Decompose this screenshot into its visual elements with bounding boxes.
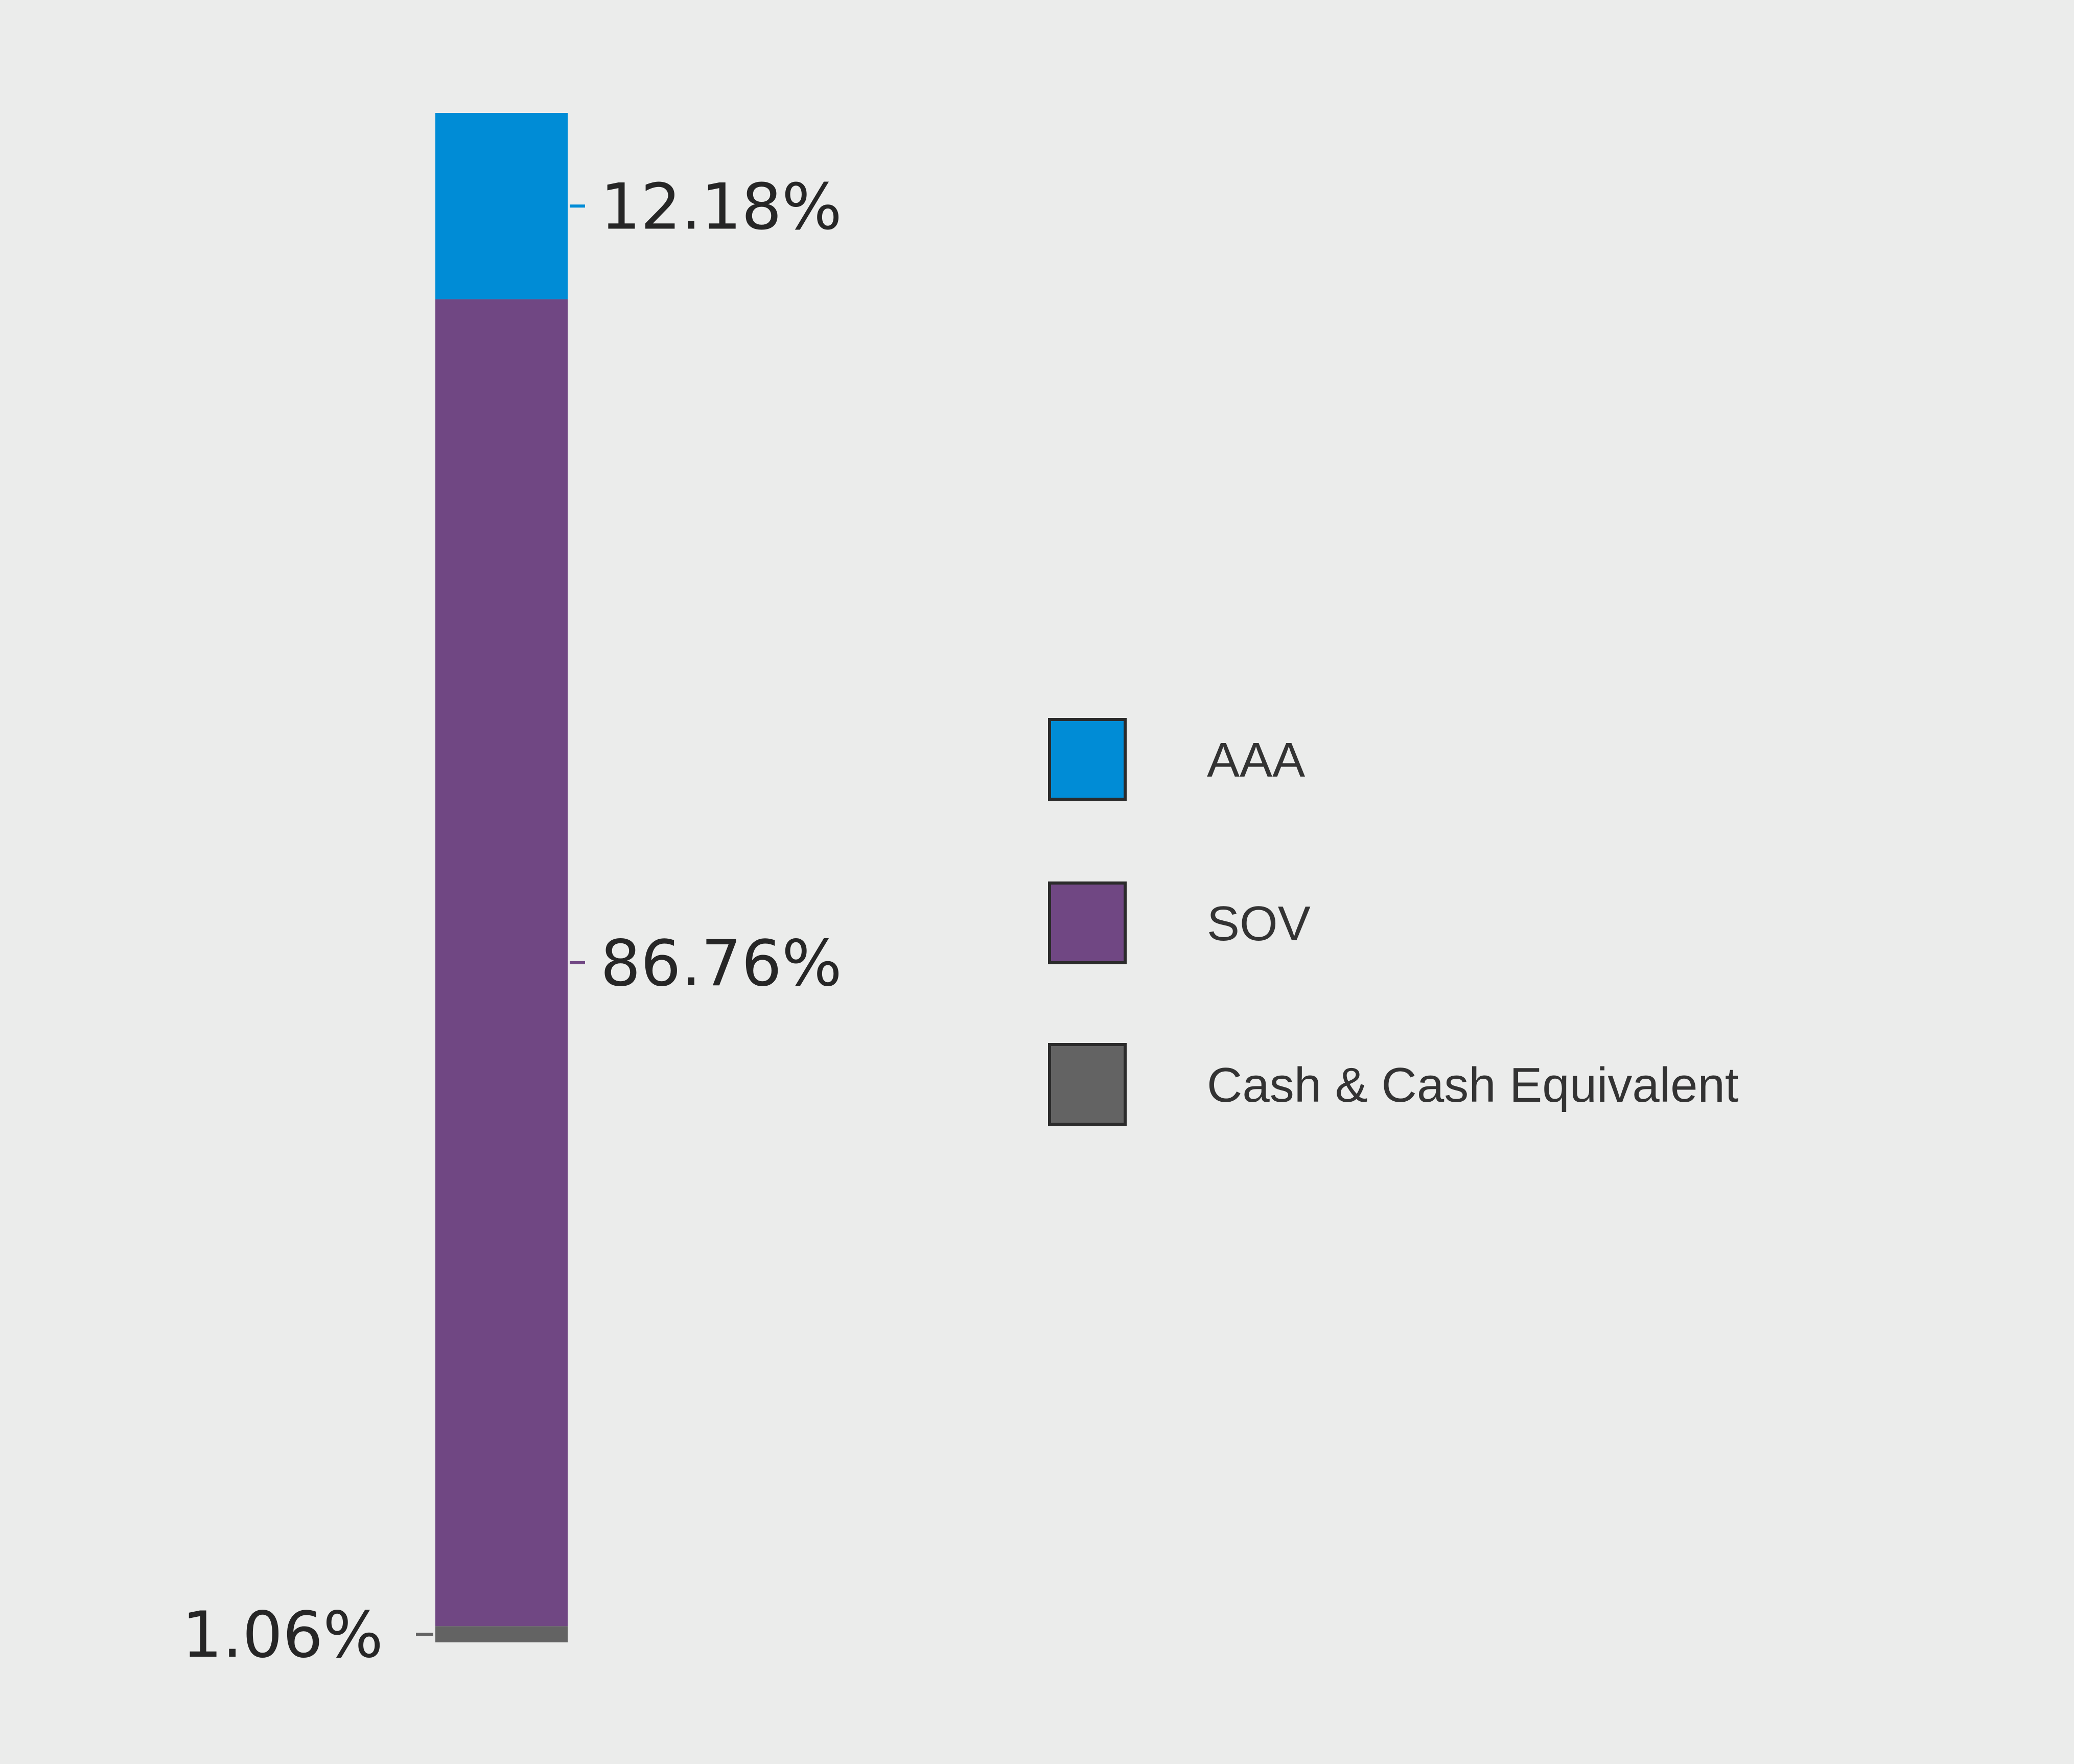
- legend-item-cash-cash-equivalent: Cash & Cash Equivalent: [1048, 1043, 1739, 1126]
- legend-item-sov: SOV: [1048, 881, 1311, 964]
- data-labels: 1.06% 86.76% 12.18%: [182, 170, 842, 1672]
- legend-label-sov: SOV: [1207, 896, 1311, 951]
- legend: AAA SOV Cash & Cash Equivalent: [1048, 718, 1739, 1126]
- bar-segment-sov: [435, 299, 568, 1627]
- bar-segment-aaa: [435, 113, 568, 299]
- data-label-aaa: 12.18%: [600, 170, 842, 244]
- legend-label-aaa: AAA: [1207, 733, 1305, 787]
- bar-stack: [435, 113, 568, 1642]
- bar-segment-cash-cash-equivalent: [435, 1626, 568, 1642]
- data-label-sov: 86.76%: [600, 927, 842, 1001]
- legend-swatch-cash-cash-equivalent: [1048, 1043, 1127, 1126]
- label-leader-lines: [416, 204, 585, 1636]
- legend-swatch-aaa: [1048, 718, 1127, 801]
- legend-swatch-sov: [1048, 881, 1127, 964]
- legend-label-cash-cash-equivalent: Cash & Cash Equivalent: [1207, 1058, 1739, 1112]
- legend-item-aaa: AAA: [1048, 718, 1305, 801]
- data-label-cash-cash-equivalent: 1.06%: [182, 1598, 383, 1672]
